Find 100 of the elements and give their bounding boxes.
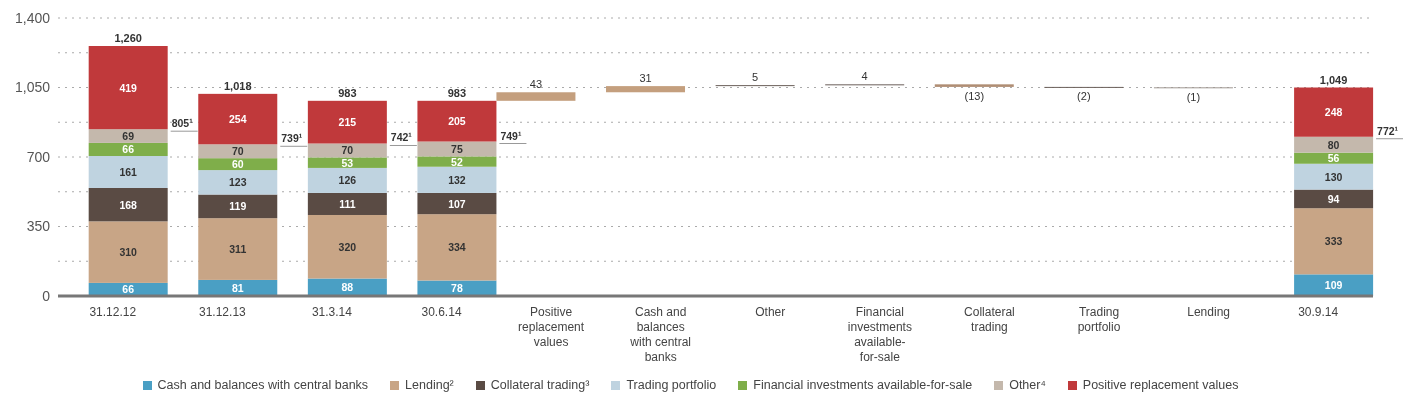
bar [307,167,387,193]
data-label: 66 [122,283,135,296]
legend-label: Lending² [404,378,454,392]
bar [1294,152,1374,164]
data-label: 60 [231,158,244,171]
data-label: (1) [1186,90,1201,103]
data-label: 215 [338,116,357,129]
data-label: (2) [1077,90,1091,103]
data-label: 123 [229,176,247,189]
data-label: 248 [1324,106,1343,119]
bar [307,214,387,279]
data-label: 254 [229,113,247,126]
data-label: 334 [448,241,466,254]
bar [934,84,1014,87]
text: 772¹ [1377,124,1399,137]
data-label: 78 [451,282,463,295]
data-label: 56 [1327,152,1340,165]
data-label: 126 [338,174,357,187]
x-tick-label: Trading portfolio [1077,305,1121,334]
bar [307,157,387,168]
bar [88,129,168,143]
data-label: 94 [1327,192,1340,205]
data-label: (13) [964,89,985,102]
x-tick-label: 31.12.12 [89,305,137,319]
data-label: 80 [1327,138,1340,151]
bar [88,46,168,130]
y-tick-label: 1,400 [14,9,51,26]
data-label: 109 [1324,279,1343,292]
data-label: 320 [338,240,357,253]
x-tick-label: 31.12.13 [199,305,247,319]
x-tick-label: 30.6.14 [421,305,462,319]
bar [417,214,497,281]
data-label: 311 [229,243,247,256]
y-tick-label: 700 [26,148,51,165]
data-label: 119 [229,200,247,213]
data-label: 31 [639,72,652,85]
data-label: 81 [231,281,244,294]
x-tick-label: Cash and balances with central banks [629,305,692,364]
data-label: 70 [341,144,354,157]
legend-label: Trading portfolio [625,378,717,392]
annotation: 742¹ [390,131,413,144]
data-label: 75 [451,142,463,155]
bar [1294,136,1374,153]
data-label: 111 [339,197,356,210]
data-label: 69 [122,130,135,143]
data-label: 132 [448,173,466,186]
data-label: 70 [231,145,244,158]
data-label: 66 [122,143,135,156]
bar [198,158,278,171]
bar [1294,208,1374,275]
data-label: 43 [529,78,543,91]
annotation: 749¹ [500,129,522,142]
bar [198,218,278,280]
bar [88,156,168,188]
x-tick-label: Positive replacement values [518,305,585,349]
bar [606,86,686,93]
legend-label: Collateral trading³ [489,378,590,392]
bar [417,192,497,215]
bar [1294,274,1374,296]
data-label: 310 [119,246,138,259]
data-label: 88 [341,281,354,294]
y-tick-label: 0 [42,287,51,304]
bar [88,187,168,222]
x-tick-label: 30.9.14 [1298,305,1339,319]
total-label: 983 [338,86,357,99]
bar [1294,163,1374,190]
data-label: 4 [861,70,868,83]
legend-label: Positive replacement values [1081,378,1239,392]
data-label: 107 [448,197,466,210]
bar [88,221,168,283]
bar [198,170,278,195]
bar [307,100,387,144]
bar [198,144,278,159]
x-tick-label: Other [755,305,786,319]
legend-label: Other⁴ [1008,378,1046,392]
bar [417,156,497,167]
y-tick-label: 350 [26,218,51,235]
bar [198,93,278,145]
total-label: 1,018 [224,79,252,92]
bar [1294,189,1374,209]
x-tick-label: Financial investments available-for-sale [847,305,912,364]
bar [496,92,576,101]
annotation: 805¹ [171,117,194,130]
bar [417,100,497,142]
total-label: 1,049 [1319,73,1348,86]
legend-label: Cash and balances with central banks [156,378,369,392]
y-tick-label: 1,050 [14,79,51,96]
bar [88,142,168,157]
x-tick-label: Collateral trading [964,305,1015,334]
total-label: 1,260 [114,32,142,44]
legend-label: Financial investments available-for-sale [752,378,973,392]
data-label: 333 [1324,235,1343,248]
data-label: 5 [752,71,759,84]
data-label: 205 [448,115,466,128]
data-label: 130 [1324,170,1343,183]
data-label: 52 [451,155,463,168]
bar [307,192,387,215]
data-label: 161 [119,165,138,178]
bar [198,194,278,219]
bar [307,143,387,158]
